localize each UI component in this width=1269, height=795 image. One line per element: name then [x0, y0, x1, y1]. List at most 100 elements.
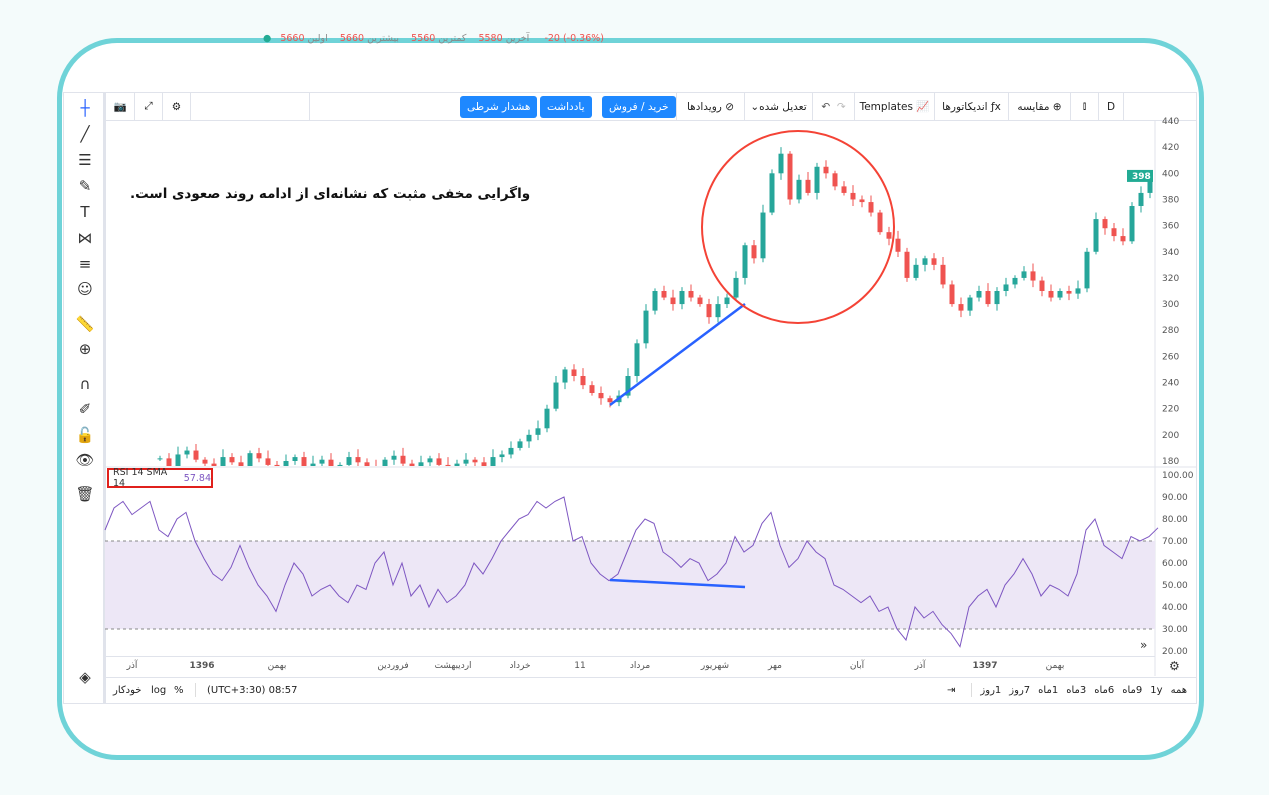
- crosshair-icon[interactable]: ┼: [80, 99, 90, 117]
- adjusted-dropdown[interactable]: تعدیل شده ⌄: [744, 93, 812, 120]
- range-buttons: همه 1y 9ماه 6ماه 3ماه 1ماه 7روز 1روز: [980, 685, 1187, 696]
- candle-body: [1057, 291, 1063, 298]
- drawing-toolbar: ┼ ╱ ☰ ✎ T ⋈ ≡ ☺ 📏 ⊕ ∩ ✐ 🔓 👁 🗑 ◈: [64, 93, 106, 703]
- trash-icon[interactable]: 🗑: [75, 485, 95, 503]
- candle-body: [706, 304, 712, 318]
- candle-body: [976, 291, 982, 298]
- time-axis-label: بهمن: [267, 661, 287, 671]
- candle-body: [382, 459, 388, 466]
- zoom-in-icon[interactable]: ⊕: [78, 340, 92, 358]
- timezone-clock[interactable]: (UTC+3:30) 08:57: [207, 685, 298, 696]
- magnet-icon[interactable]: ∩: [79, 375, 91, 393]
- templates-icon: 📈: [916, 101, 930, 113]
- price-tick-label: 260: [1162, 352, 1179, 362]
- undo-icon[interactable]: ↶: [821, 100, 831, 113]
- range-button[interactable]: 1روز: [980, 685, 1002, 696]
- candle-body: [517, 441, 523, 448]
- text-icon[interactable]: T: [80, 203, 90, 221]
- candle-body: [544, 408, 550, 429]
- range-button[interactable]: همه: [1170, 685, 1187, 696]
- range-button[interactable]: 9ماه: [1122, 685, 1143, 696]
- lock-icon[interactable]: 🔓: [75, 426, 95, 444]
- time-axis-label: مهر: [768, 661, 782, 671]
- price-tick-label: 280: [1162, 326, 1179, 336]
- redo-icon[interactable]: ↷: [836, 100, 846, 113]
- fx-icon: ƒx: [990, 100, 1001, 113]
- goto-date-icon[interactable]: ⇥: [947, 685, 956, 696]
- rsi-tick-label: 80.00: [1162, 515, 1188, 525]
- note-button[interactable]: یادداشت: [540, 96, 592, 118]
- candle-body: [949, 284, 955, 305]
- candle-body: [445, 464, 451, 466]
- lock-drawing-icon[interactable]: ✐: [78, 400, 92, 418]
- candle-body: [769, 173, 775, 213]
- candle-body: [184, 450, 190, 455]
- gear-icon[interactable]: ⚙: [162, 93, 190, 120]
- trendline-tool-icon[interactable]: ╱: [80, 125, 90, 143]
- open-value: 5660: [280, 33, 305, 44]
- time-axis-settings-icon[interactable]: ⚙: [1169, 659, 1180, 673]
- candle-body: [463, 459, 469, 464]
- candle-body: [580, 376, 586, 386]
- events-button[interactable]: ⊘ رویدادها: [676, 93, 744, 120]
- interval-button[interactable]: D: [1098, 93, 1124, 120]
- ruler-icon[interactable]: 📏: [75, 315, 95, 333]
- indicators-label: اندیکاتورها: [942, 100, 988, 113]
- candle-body: [1048, 291, 1054, 298]
- rsi-tick-label: 60.00: [1162, 559, 1188, 569]
- candle-body: [400, 455, 406, 464]
- candle-body: [562, 369, 568, 383]
- candle-body: [166, 458, 172, 466]
- log-scale-toggle[interactable]: log: [151, 685, 167, 696]
- buy-sell-button[interactable]: خرید / فروش: [602, 96, 676, 118]
- auto-scale-toggle[interactable]: خودکار: [113, 685, 142, 696]
- candles-icon[interactable]: ⫾: [1070, 93, 1098, 120]
- rsi-tick-label: 20.00: [1162, 647, 1188, 657]
- compare-button[interactable]: ⊕ مقایسه: [1008, 93, 1070, 120]
- range-button[interactable]: 3ماه: [1066, 685, 1087, 696]
- candle-body: [625, 376, 631, 396]
- last-price-tag: [1127, 169, 1153, 182]
- eye-icon[interactable]: 👁: [75, 451, 95, 469]
- candle-body: [274, 464, 280, 466]
- candle-body: [310, 463, 316, 466]
- price-tick-label: 180: [1162, 457, 1179, 467]
- candle-body: [1147, 179, 1153, 193]
- horizontal-lines-icon[interactable]: ☰: [78, 151, 92, 169]
- candle-body: [346, 457, 352, 465]
- layers-icon[interactable]: ◈: [79, 668, 91, 686]
- rsi-label: RSI 14 SMA 14: [113, 467, 168, 489]
- range-button[interactable]: 1ماه: [1038, 685, 1059, 696]
- range-button[interactable]: 7روز: [1009, 685, 1031, 696]
- candle-body: [1111, 228, 1117, 237]
- rsi-value: 57.84: [183, 472, 211, 484]
- alert-button[interactable]: هشدار شرطی: [460, 96, 538, 118]
- candle-body: [832, 173, 838, 187]
- templates-button[interactable]: Templates 📈: [854, 93, 934, 120]
- camera-icon[interactable]: 📷: [113, 101, 127, 113]
- undo-redo[interactable]: ↷ ↶: [812, 93, 854, 120]
- time-axis[interactable]: آذر 1396 بهمن فروردین اردیبهشت خرداد 11 مرداد شه…: [105, 656, 1155, 676]
- candle-body: [490, 457, 496, 466]
- trendline-rsi: [609, 578, 746, 589]
- rsi-tick-label: 100.00: [1162, 471, 1194, 481]
- range-button[interactable]: 6ماه: [1094, 685, 1115, 696]
- scroll-right-icon[interactable]: »: [1140, 638, 1148, 652]
- rsi-line: [104, 496, 1159, 648]
- pattern-icon[interactable]: ⋈: [77, 229, 93, 247]
- prediction-icon[interactable]: ≡: [78, 255, 92, 273]
- range-button[interactable]: 1y: [1150, 685, 1163, 696]
- candle-body: [1084, 251, 1090, 289]
- candle-body: [427, 458, 433, 463]
- expand-icon[interactable]: ⤢: [134, 93, 162, 120]
- price-tick-label: 440: [1162, 117, 1179, 127]
- candle-body: [1102, 219, 1108, 229]
- brush-icon[interactable]: ✎: [78, 177, 92, 195]
- candle-body: [724, 297, 730, 305]
- indicators-button[interactable]: ƒx اندیکاتورها: [934, 93, 1008, 120]
- candle-body: [922, 258, 928, 265]
- rsi-tick-label: 70.00: [1162, 537, 1188, 547]
- percent-scale-toggle[interactable]: %: [174, 685, 184, 696]
- emoji-icon[interactable]: ☺: [77, 280, 93, 298]
